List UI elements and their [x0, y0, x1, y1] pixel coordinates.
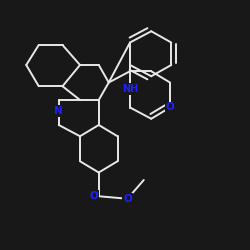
- Text: N: N: [54, 106, 63, 116]
- Text: O: O: [166, 102, 174, 113]
- Text: NH: NH: [122, 84, 138, 94]
- Text: O: O: [123, 194, 132, 204]
- Text: O: O: [90, 191, 98, 201]
